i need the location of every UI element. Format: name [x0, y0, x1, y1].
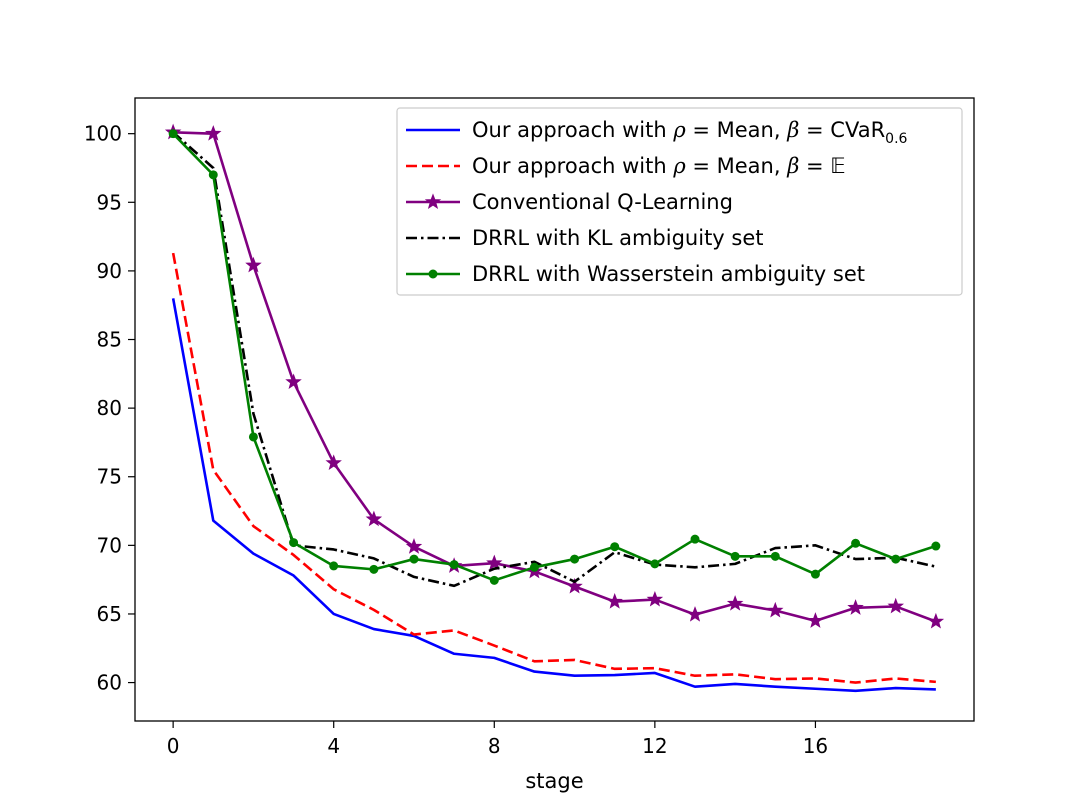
series-4-point — [570, 554, 580, 564]
series-2-point — [606, 592, 623, 609]
x-tick-label: 0 — [167, 734, 180, 758]
series-4-point — [489, 575, 499, 585]
series-4-point — [529, 562, 539, 572]
series-4-point — [690, 534, 700, 544]
series-2-point — [365, 510, 383, 527]
series-4-point — [810, 569, 820, 579]
series-2-point — [245, 256, 262, 273]
series-2-point — [285, 373, 302, 390]
x-axis: 0 4 8 12 16 — [167, 721, 828, 758]
series-2-point — [767, 601, 784, 618]
series-4-point — [329, 561, 339, 571]
series-4-point — [891, 554, 901, 564]
series-2-point — [646, 590, 664, 607]
x-tick-label: 12 — [642, 734, 667, 758]
legend-label-0: Our approach with ρ = Mean, β = CVaR0.6 — [472, 118, 908, 147]
series-2-point — [726, 595, 744, 611]
series-4-point — [770, 551, 780, 561]
y-tick-label: 100 — [84, 122, 122, 146]
series-2-point — [205, 125, 222, 141]
series-2-point — [325, 454, 342, 471]
y-tick-label: 85 — [97, 328, 122, 352]
series-4-point — [369, 564, 379, 574]
series-4-point — [449, 560, 459, 570]
y-tick-label: 90 — [97, 259, 122, 283]
x-axis-label: stage — [525, 769, 583, 793]
x-tick-label: 8 — [488, 734, 501, 758]
y-tick-label: 80 — [97, 396, 122, 420]
y-tick-label: 60 — [97, 671, 122, 695]
series-line-1 — [171, 252, 936, 684]
series-2-point — [486, 554, 503, 571]
legend-label-2: Conventional Q-Learning — [472, 190, 733, 214]
legend-marker-2 — [424, 193, 442, 210]
x-tick-label: 16 — [803, 734, 828, 758]
y-tick-label: 70 — [97, 533, 122, 557]
legend-label-3: DRRL with KL ambiguity set — [472, 226, 764, 250]
series-2-point — [807, 612, 824, 628]
series-4-point — [851, 538, 861, 548]
series-4-point — [610, 542, 620, 552]
series-layer — [164, 123, 945, 693]
x-tick-label: 4 — [327, 734, 340, 758]
series-2-point — [566, 577, 583, 594]
series-4-point — [730, 551, 740, 561]
series-line-0 — [171, 298, 936, 693]
legend: Our approach with ρ = Mean, β = CVaR0.6 O… — [396, 107, 963, 296]
y-axis: 60 65 70 75 80 85 90 95 100 — [84, 122, 135, 695]
series-line-4 — [172, 132, 937, 582]
series-2-point — [405, 538, 423, 554]
series-4-point — [289, 538, 299, 548]
series-2-point — [686, 606, 704, 622]
series-4-point — [168, 129, 178, 139]
series-4-point — [931, 541, 941, 551]
series-4-point — [650, 559, 660, 569]
legend-marker-4 — [428, 269, 438, 279]
plot-frame — [134, 97, 975, 722]
legend-label-4: DRRL with Wasserstein ambiguity set — [472, 262, 865, 286]
series-4-point — [409, 554, 419, 564]
legend-label-1: Our approach with ρ = Mean, β = 𝔼 — [472, 154, 846, 178]
legend-box — [396, 107, 963, 296]
y-tick-label: 65 — [97, 602, 122, 626]
y-tick-label: 75 — [97, 465, 122, 489]
series-4-point — [248, 432, 258, 442]
series-4-point — [208, 170, 218, 180]
series-2-point — [887, 597, 905, 614]
y-tick-label: 95 — [97, 190, 122, 214]
series-2-point — [927, 612, 945, 629]
series-2-point — [847, 599, 864, 615]
